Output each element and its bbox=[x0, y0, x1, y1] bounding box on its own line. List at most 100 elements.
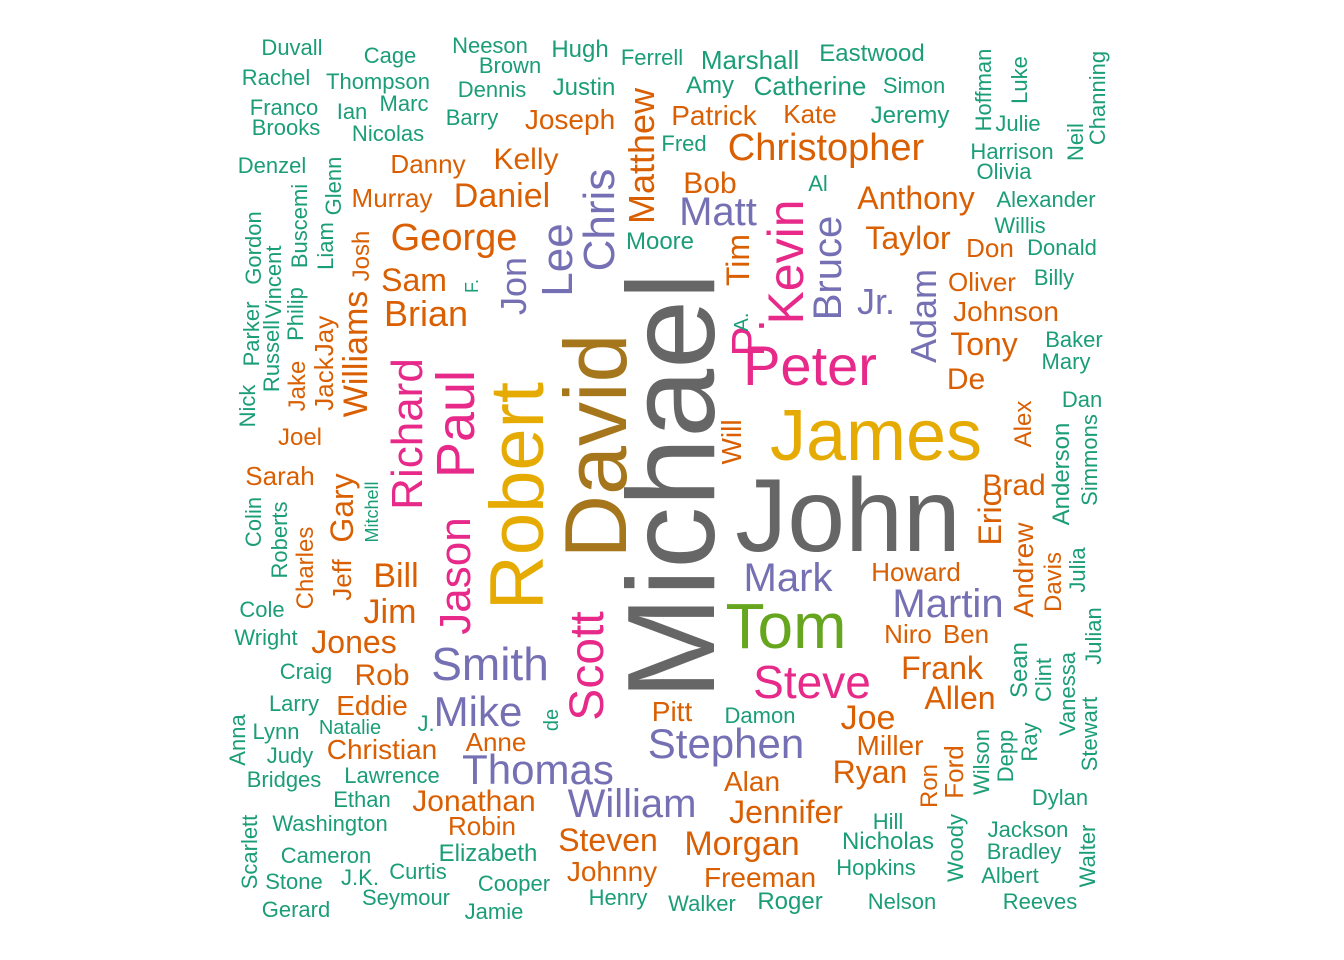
word-chris: Chris bbox=[575, 168, 624, 272]
word-adam: Adam bbox=[903, 268, 944, 364]
word-baker: Baker bbox=[1045, 327, 1103, 352]
word-bruce: Bruce bbox=[806, 215, 850, 321]
word-jim: Jim bbox=[363, 593, 417, 631]
word-roger: Roger bbox=[757, 888, 823, 915]
word-ian: Ian bbox=[336, 99, 368, 124]
word-scarlett: Scarlett bbox=[237, 814, 262, 890]
word-steven: Steven bbox=[558, 822, 658, 858]
word-clint: Clint bbox=[1031, 657, 1056, 703]
word-niro: Niro bbox=[884, 619, 932, 649]
word-danny: Danny bbox=[390, 149, 466, 179]
word-channing: Channing bbox=[1085, 50, 1110, 146]
word-judy: Judy bbox=[266, 743, 314, 768]
word-will: Will bbox=[716, 419, 747, 465]
word-alex: Alex bbox=[1010, 400, 1037, 448]
word-ford: Ford bbox=[939, 745, 969, 799]
word-lynn: Lynn bbox=[252, 719, 300, 744]
word-simon: Simon bbox=[882, 73, 946, 98]
word-williams: Williams bbox=[337, 290, 375, 418]
word-hill: Hill bbox=[872, 809, 904, 834]
word-gary: Gary bbox=[324, 473, 360, 543]
word-joel: Joel bbox=[277, 424, 323, 451]
word-franco: Franco bbox=[249, 95, 319, 120]
word-cameron: Cameron bbox=[280, 843, 372, 868]
word-ben: Ben bbox=[942, 619, 990, 649]
word-a: A. bbox=[731, 312, 753, 332]
word-pitt: Pitt bbox=[651, 696, 693, 727]
word-cole: Cole bbox=[239, 597, 285, 622]
word-frank: Frank bbox=[901, 650, 983, 686]
word-don: Don bbox=[966, 233, 1014, 263]
word-tony: Tony bbox=[950, 326, 1018, 362]
word-j-k: J.K. bbox=[341, 865, 379, 890]
word-nick: Nick bbox=[235, 384, 260, 428]
word-jason: Jason bbox=[431, 517, 480, 635]
word-morgan: Morgan bbox=[684, 825, 800, 863]
word-oliver: Oliver bbox=[948, 267, 1016, 297]
word-patrick: Patrick bbox=[671, 100, 757, 131]
word-neil: Neil bbox=[1063, 123, 1088, 161]
word-wright: Wright bbox=[234, 625, 298, 650]
word-woody: Woody bbox=[943, 813, 968, 883]
word-wilson: Wilson bbox=[969, 728, 994, 796]
word-james: James bbox=[769, 396, 983, 476]
word-larry: Larry bbox=[268, 691, 320, 716]
word-jon: Jon bbox=[493, 256, 534, 316]
word-denzel: Denzel bbox=[237, 153, 307, 178]
word-sarah: Sarah bbox=[245, 461, 315, 491]
word-jonathan: Jonathan bbox=[412, 785, 536, 818]
word-julian: Julian bbox=[1081, 607, 1106, 665]
word-miller: Miller bbox=[856, 730, 924, 761]
word-andrew: Andrew bbox=[1008, 522, 1039, 618]
word-anna: Anna bbox=[225, 714, 250, 766]
word-parker: Parker bbox=[239, 301, 264, 367]
word-stephen: Stephen bbox=[647, 720, 805, 767]
word-anthony: Anthony bbox=[857, 180, 975, 216]
word-elizabeth: Elizabeth bbox=[438, 840, 538, 867]
word-philip: Philip bbox=[283, 287, 308, 341]
word-matthew: Matthew bbox=[621, 87, 662, 225]
word-alexander: Alexander bbox=[996, 187, 1096, 212]
word-russell: Russell bbox=[259, 319, 284, 393]
word-bridges: Bridges bbox=[246, 767, 322, 792]
word-paul: Paul bbox=[426, 369, 486, 479]
word-jeff: Jeff bbox=[327, 559, 357, 601]
word-henry: Henry bbox=[588, 885, 648, 910]
word-ryan: Ryan bbox=[832, 754, 908, 790]
word-john: John bbox=[735, 458, 961, 574]
word-al: Al bbox=[808, 171, 828, 196]
word-hopkins: Hopkins bbox=[836, 855, 916, 880]
word-william: William bbox=[567, 782, 697, 826]
word-roberts: Roberts bbox=[267, 501, 292, 579]
word-albert: Albert bbox=[981, 863, 1039, 888]
word-robert: Robert bbox=[475, 381, 560, 611]
word-johnny: Johnny bbox=[566, 856, 658, 887]
word-jack: Jack bbox=[309, 357, 339, 411]
word-harrison: Harrison bbox=[970, 139, 1054, 164]
word-anderson: Anderson bbox=[1048, 422, 1075, 526]
word-jennifer: Jennifer bbox=[729, 794, 843, 830]
word-richard: Richard bbox=[383, 358, 432, 510]
word-mary: Mary bbox=[1041, 349, 1091, 374]
word-duvall: Duvall bbox=[261, 35, 323, 60]
word-buscemi: Buscemi bbox=[287, 183, 312, 269]
word-colin: Colin bbox=[241, 496, 266, 548]
word-joseph: Joseph bbox=[524, 104, 616, 135]
word-daniel: Daniel bbox=[453, 177, 551, 215]
word-mike: Mike bbox=[433, 688, 523, 735]
word-nicolas: Nicolas bbox=[351, 121, 425, 146]
word-de: De bbox=[946, 363, 986, 396]
word-natalie: Natalie bbox=[318, 717, 382, 739]
word-lee: Lee bbox=[533, 223, 582, 297]
word-luke: Luke bbox=[1007, 56, 1032, 104]
word-taylor: Taylor bbox=[865, 220, 951, 256]
word-marshall: Marshall bbox=[700, 45, 800, 75]
word-mark: Mark bbox=[743, 556, 833, 600]
word-smith: Smith bbox=[431, 638, 549, 690]
word-anne: Anne bbox=[465, 727, 527, 757]
word-scott: Scott bbox=[561, 611, 614, 721]
word-j: J. bbox=[417, 711, 435, 736]
word-dan: Dan bbox=[1061, 387, 1103, 412]
word-f: F. bbox=[462, 278, 482, 294]
